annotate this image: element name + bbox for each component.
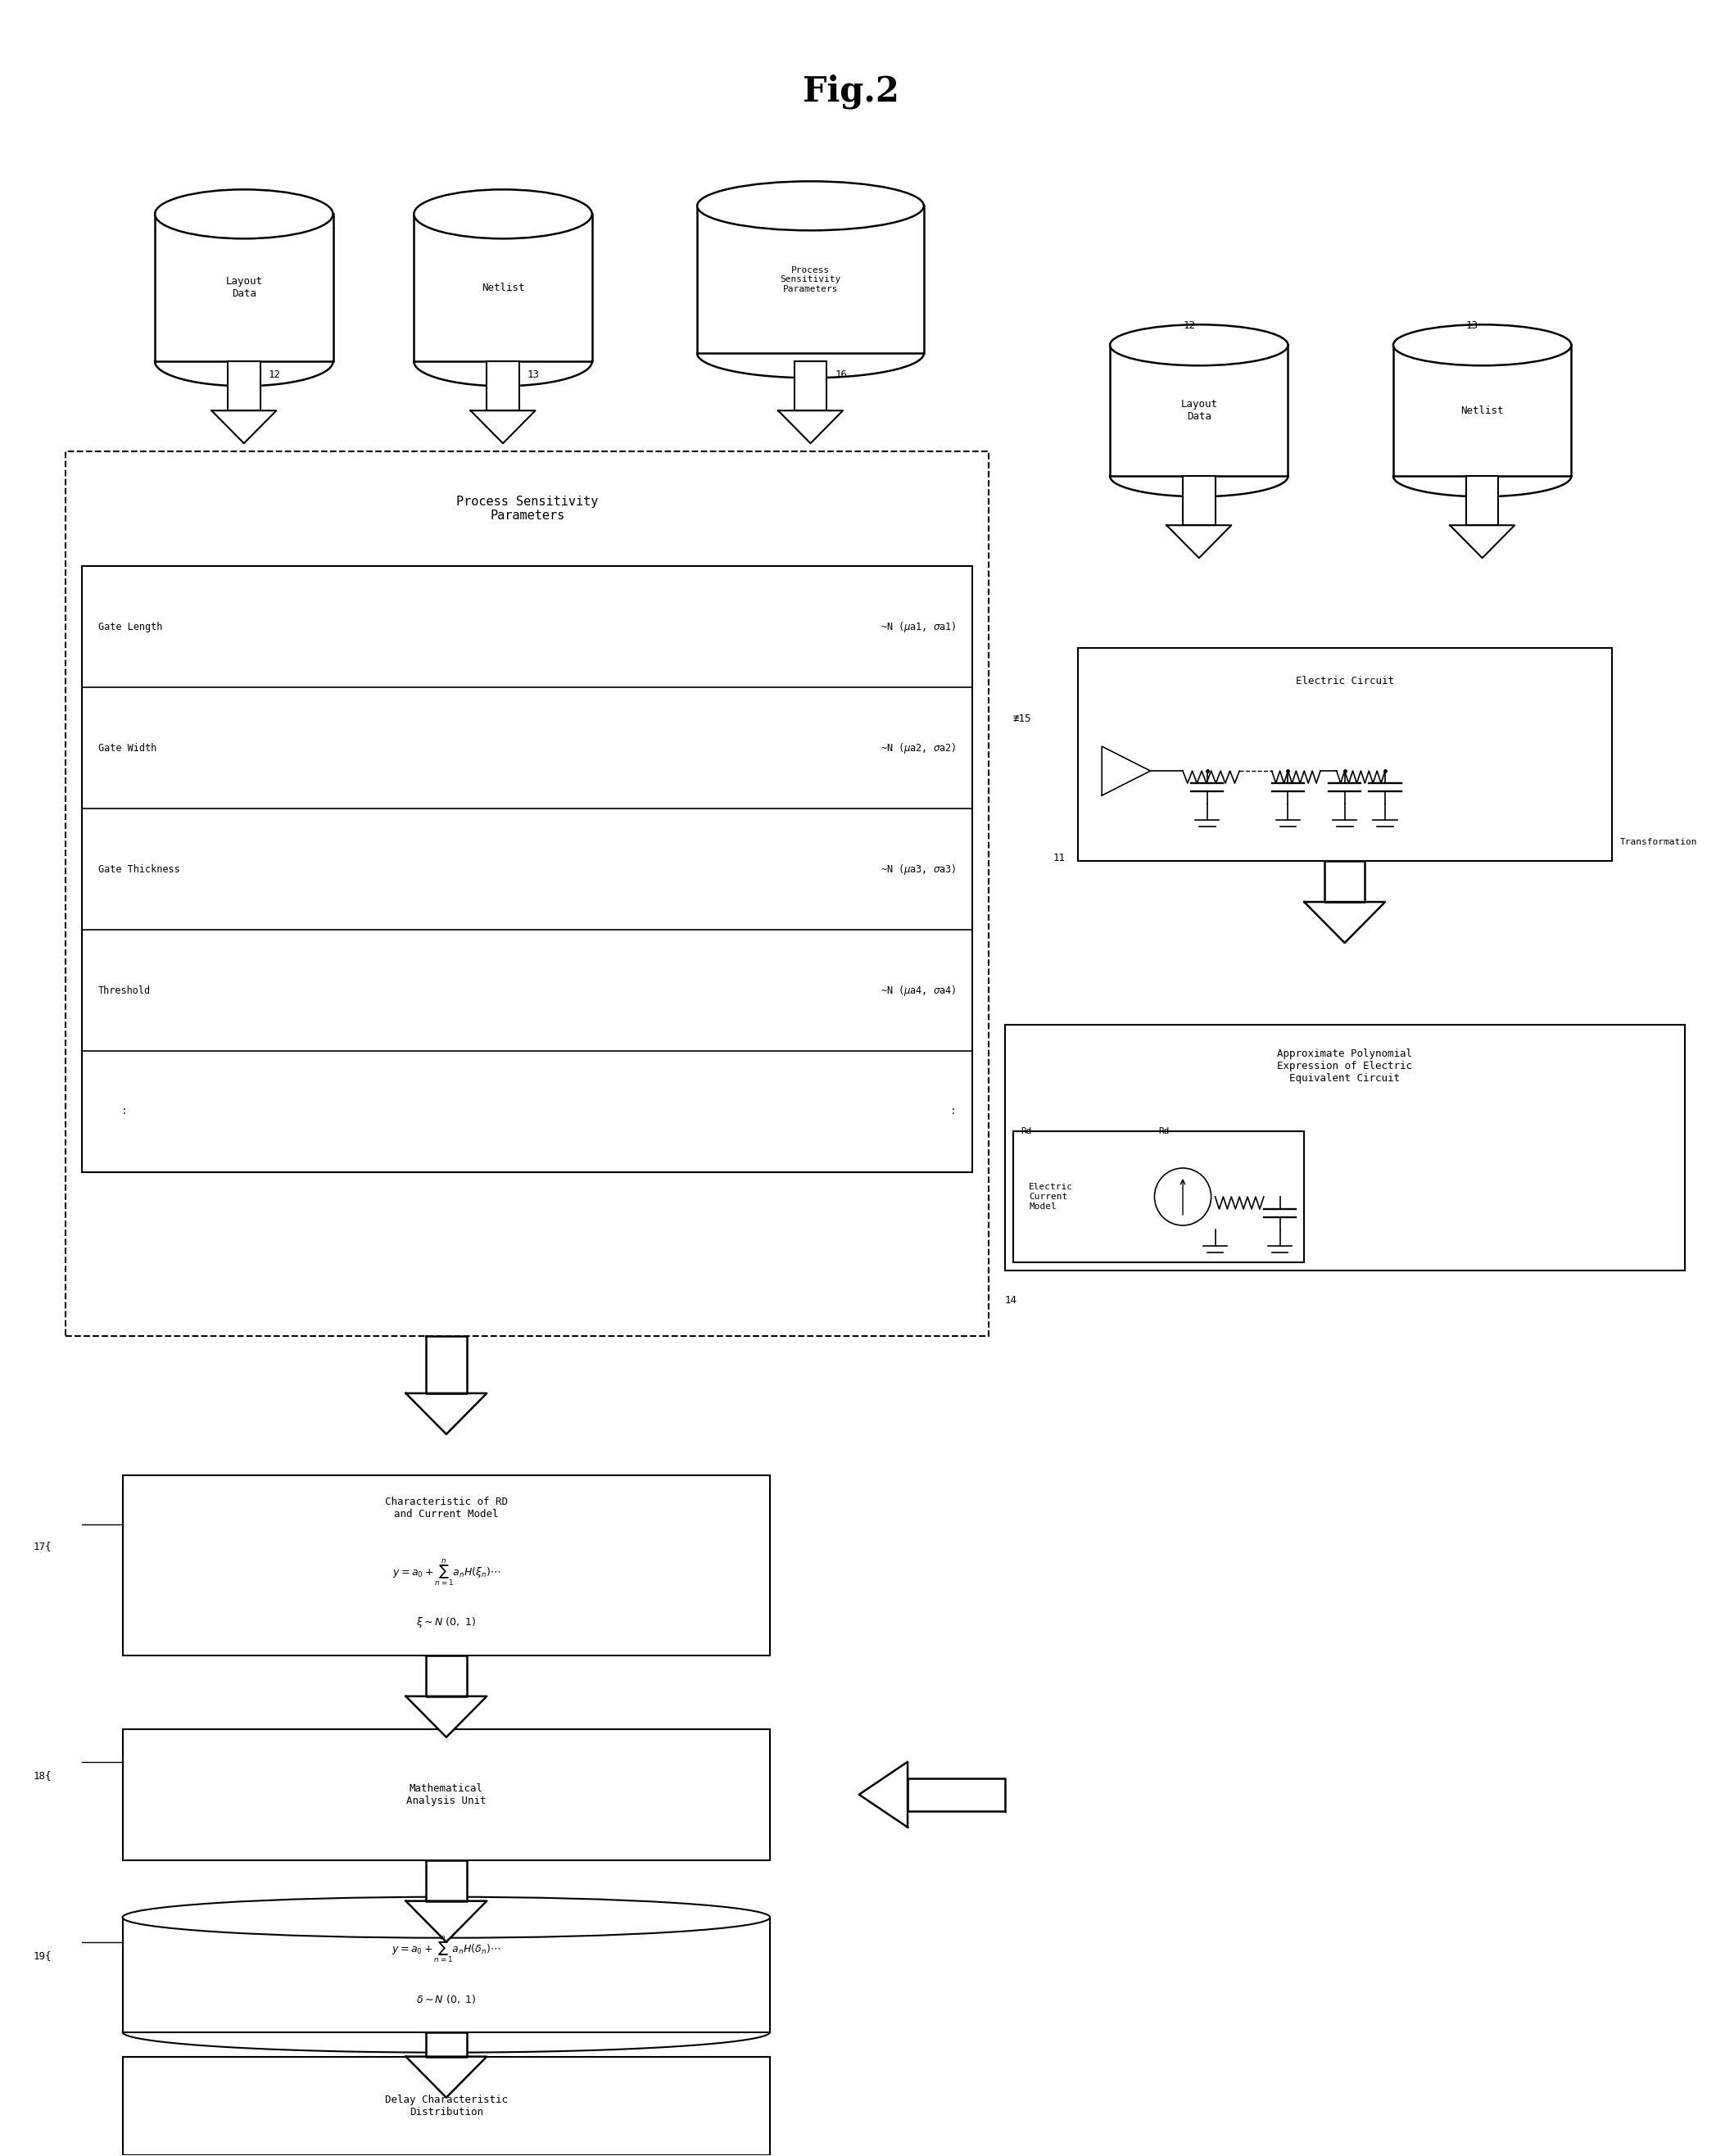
Polygon shape (1465, 476, 1498, 526)
Text: Layout
Data: Layout Data (225, 276, 263, 300)
Text: :: : (927, 1106, 956, 1117)
Polygon shape (405, 1697, 487, 1738)
Text: Netlist: Netlist (482, 282, 525, 293)
Bar (1006, 1024, 1685, 1270)
Text: $\xi \sim N\ (0,\ 1)$: $\xi \sim N\ (0,\ 1)$ (417, 1615, 475, 1630)
Polygon shape (405, 2057, 487, 2098)
Polygon shape (1182, 476, 1215, 526)
Bar (1150, 1138, 1296, 1255)
Text: :: : (98, 1106, 127, 1117)
Polygon shape (860, 1761, 908, 1828)
Bar (122, 2057, 770, 2154)
Polygon shape (405, 1902, 487, 1943)
Text: Transformation: Transformation (1620, 839, 1697, 847)
Polygon shape (470, 410, 535, 444)
Text: Threshold: Threshold (98, 985, 151, 996)
Text: 17{: 17{ (34, 1542, 51, 1552)
Text: 12: 12 (268, 369, 280, 379)
Text: 11: 11 (1054, 854, 1066, 862)
Text: 13: 13 (527, 369, 539, 379)
Text: $\delta \sim N\ (0,\ 1)$: $\delta \sim N\ (0,\ 1)$ (417, 1992, 477, 2005)
Text: ≢15: ≢15 (1012, 714, 1031, 724)
Text: Process Sensitivity
Parameters: Process Sensitivity Parameters (456, 496, 599, 522)
Text: 18{: 18{ (34, 1770, 51, 1781)
Text: Characteristic of RD
and Current Model: Characteristic of RD and Current Model (384, 1496, 508, 1520)
Bar (122, 1917, 770, 2031)
Ellipse shape (122, 1897, 770, 1938)
Polygon shape (405, 1393, 487, 1434)
Text: ~N ($\mu$a1, $\sigma$a1): ~N ($\mu$a1, $\sigma$a1) (880, 619, 956, 634)
Ellipse shape (154, 190, 333, 239)
Text: Approximate Polynomial
Expression of Electric
Equivalent Circuit: Approximate Polynomial Expression of Ele… (1277, 1048, 1412, 1082)
Polygon shape (1325, 860, 1364, 901)
Bar (1078, 649, 1611, 860)
Text: Electric Circuit: Electric Circuit (1296, 675, 1393, 686)
Polygon shape (426, 1861, 467, 1902)
Text: Process
Sensitivity
Parameters: Process Sensitivity Parameters (781, 265, 841, 293)
Polygon shape (426, 1337, 467, 1393)
Text: Gate Width: Gate Width (98, 742, 156, 752)
Ellipse shape (1393, 326, 1572, 367)
Text: Fig.2: Fig.2 (803, 73, 899, 108)
Text: 19{: 19{ (34, 1951, 51, 1960)
Text: Rd: Rd (1158, 1128, 1170, 1136)
Text: Delay Characteristic
Distribution: Delay Characteristic Distribution (384, 2093, 508, 2117)
Polygon shape (1450, 526, 1515, 558)
Text: Mathematical
Analysis Unit: Mathematical Analysis Unit (407, 1783, 486, 1807)
Polygon shape (487, 362, 520, 410)
Text: $y=a_0+\sum_{n=1}^{n} a_n H(\delta_n) \cdots$: $y=a_0+\sum_{n=1}^{n} a_n H(\delta_n) \c… (391, 1934, 501, 1966)
Polygon shape (426, 1656, 467, 1697)
Text: ~N ($\mu$a4, $\sigma$a4): ~N ($\mu$a4, $\sigma$a4) (880, 983, 956, 998)
Ellipse shape (414, 190, 592, 239)
Polygon shape (228, 362, 261, 410)
Text: Gate Length: Gate Length (98, 621, 163, 632)
Bar (154, 213, 333, 362)
Bar (697, 205, 923, 354)
Ellipse shape (1110, 326, 1289, 367)
Polygon shape (795, 362, 827, 410)
Polygon shape (426, 2031, 467, 2057)
Bar (414, 213, 592, 362)
Text: Layout
Data: Layout Data (1181, 399, 1217, 423)
Polygon shape (777, 410, 843, 444)
Text: Electric
Current
Model: Electric Current Model (1030, 1184, 1072, 1210)
Bar (1393, 345, 1572, 476)
Polygon shape (908, 1779, 1006, 1811)
Polygon shape (1102, 746, 1150, 796)
Polygon shape (211, 410, 276, 444)
Polygon shape (1167, 526, 1232, 558)
Text: ~N ($\mu$a3, $\sigma$a3): ~N ($\mu$a3, $\sigma$a3) (880, 862, 956, 875)
Text: 16: 16 (834, 369, 848, 379)
Text: ~N ($\mu$a2, $\sigma$a2): ~N ($\mu$a2, $\sigma$a2) (880, 742, 956, 755)
Text: 14: 14 (1006, 1296, 1018, 1307)
Text: Netlist: Netlist (1460, 405, 1503, 416)
Text: $y=a_0+\sum_{n=1}^{n} a_n H(\xi_n) \cdots$: $y=a_0+\sum_{n=1}^{n} a_n H(\xi_n) \cdot… (391, 1559, 501, 1589)
Polygon shape (1304, 901, 1385, 942)
Text: Rd: Rd (1021, 1128, 1031, 1136)
Bar (122, 1475, 770, 1656)
Bar (65, 451, 988, 1337)
Text: Gate Thickness: Gate Thickness (98, 865, 180, 875)
Bar (82, 567, 973, 1173)
Text: 13: 13 (1465, 321, 1479, 332)
Bar (122, 1729, 770, 1861)
Circle shape (1155, 1169, 1211, 1225)
Text: 12: 12 (1182, 321, 1194, 332)
Ellipse shape (697, 181, 923, 231)
Bar (1110, 345, 1289, 476)
Bar (1012, 1132, 1304, 1261)
